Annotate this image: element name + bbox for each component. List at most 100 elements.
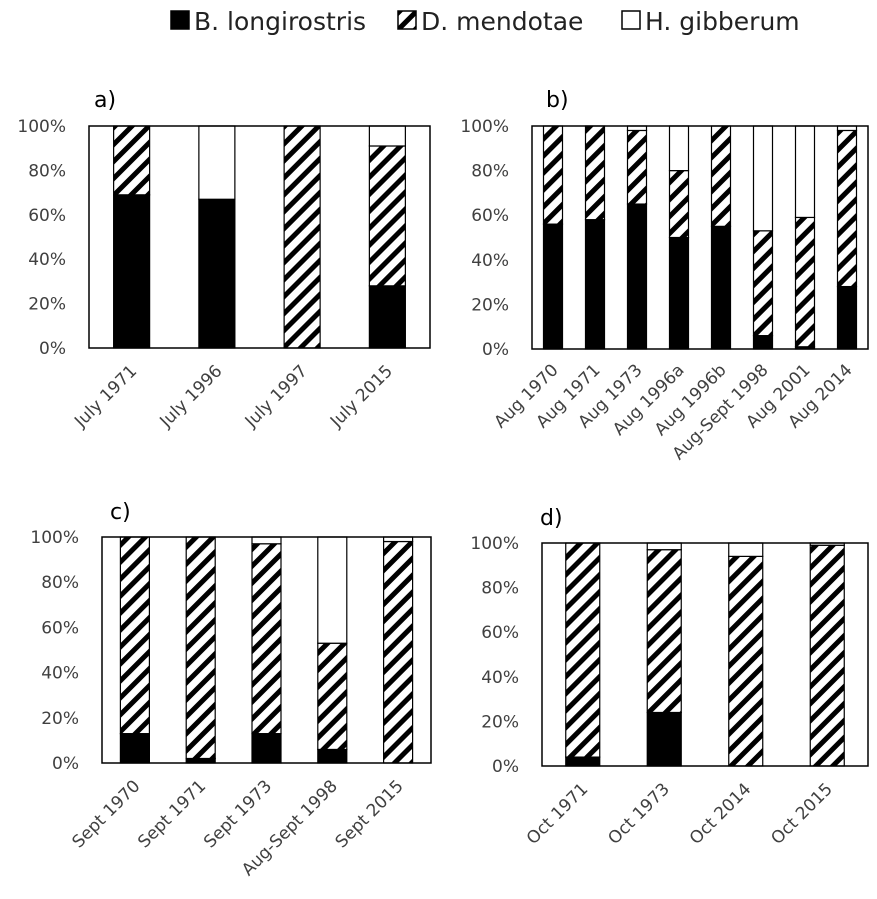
legend-item-d-mendotae: D. mendotae (397, 7, 583, 36)
y-tick-label: 0% (52, 754, 79, 774)
bar-segment-h-gibberum (752, 125, 774, 232)
legend-label: D. mendotae (421, 7, 583, 36)
x-tick-label: Oct 2015 (767, 779, 836, 848)
bar-segment-d-mendotae (584, 125, 606, 221)
legend: B. longirostris D. mendotae H. gibberum (170, 7, 800, 36)
y-tick-label: 60% (471, 206, 509, 226)
y-tick-label: 100% (17, 117, 66, 137)
bar-segment-b-longirostris (626, 203, 648, 350)
plot-frame (531, 125, 869, 350)
panel-label: a) (94, 88, 116, 113)
legend-swatch-solid (170, 10, 190, 30)
bar-segment-d-mendotae (728, 555, 764, 767)
bar-segment-h-gibberum (728, 542, 764, 557)
bar-segment-d-mendotae (646, 549, 682, 714)
panel-label: b) (546, 88, 569, 113)
bar-segment-d-mendotae (383, 540, 414, 764)
y-tick-label: 40% (41, 664, 79, 684)
bar-segment-h-gibberum (646, 542, 682, 551)
legend-label: H. gibberum (645, 7, 800, 36)
plot-frame (101, 536, 432, 764)
bar-segment-h-gibberum (794, 125, 816, 219)
bar-segment-d-mendotae (668, 170, 690, 239)
y-tick-label: 0% (482, 340, 509, 360)
bar-segment-b-longirostris (251, 733, 282, 764)
y-tick-label: 20% (481, 712, 519, 732)
bar-segment-b-longirostris (836, 285, 858, 350)
bar-segment-b-longirostris (565, 756, 601, 767)
y-tick-label: 100% (30, 528, 79, 548)
bar-segment-h-gibberum (198, 125, 236, 200)
bar-segment-d-mendotae (626, 129, 648, 205)
bar-segment-b-longirostris (542, 223, 564, 350)
x-tick-label: Oct 1971 (523, 779, 592, 848)
bar-segment-d-mendotae (368, 145, 406, 287)
y-tick-label: 60% (28, 206, 66, 226)
y-tick-label: 80% (28, 161, 66, 181)
plot-frame (88, 125, 431, 349)
bar-segment-d-mendotae (251, 543, 282, 735)
legend-swatch-hatched (397, 10, 417, 30)
bar-segment-d-mendotae (836, 129, 858, 288)
bar-segment-h-gibberum (251, 536, 282, 545)
bar-segment-b-longirostris (710, 225, 732, 350)
legend-label: B. longirostris (194, 7, 366, 36)
bar-segment-b-longirostris (198, 198, 236, 349)
y-tick-label: 20% (471, 295, 509, 315)
bar-segment-d-mendotae (119, 536, 151, 735)
y-tick-label: 80% (41, 573, 79, 593)
x-tick-label: July 1971 (70, 361, 141, 432)
bar-segment-b-longirostris (368, 285, 406, 349)
legend-item-h-gibberum: H. gibberum (621, 7, 800, 36)
y-tick-label: 40% (471, 251, 509, 271)
bar-segment-d-mendotae (565, 542, 601, 758)
bar-segment-d-mendotae (317, 642, 348, 751)
x-tick-label: July 2015 (326, 361, 397, 432)
bar-segment-b-longirostris (752, 335, 774, 350)
bar-segment-b-longirostris (584, 219, 606, 350)
panel-label: c) (110, 500, 131, 525)
panel-a: a)0%20%40%60%80%100%July 1971 July 1996 Ju… (17, 88, 431, 432)
y-tick-label: 40% (481, 668, 519, 688)
legend-swatch-empty (621, 10, 641, 30)
bar-segment-h-gibberum (368, 125, 406, 147)
bar-segment-b-longirostris (646, 711, 682, 767)
y-tick-label: 100% (470, 534, 519, 554)
y-tick-label: 60% (41, 618, 79, 638)
x-tick-label: July 1997 (241, 361, 312, 432)
x-tick-label: Oct 1973 (604, 779, 673, 848)
x-tick-label: July 1996 (156, 361, 227, 432)
y-tick-label: 80% (471, 162, 509, 182)
bar-segment-d-mendotae (794, 216, 816, 348)
x-tick-label: Sept 2015 (332, 776, 408, 852)
y-tick-label: 100% (460, 117, 509, 137)
y-tick-label: 80% (481, 579, 519, 599)
bar-segment-d-mendotae (809, 544, 845, 767)
panel-d: d)0%20%40%60%80%100%Oct 1971 Oct 1973 Oct … (470, 506, 869, 849)
plot-frame (541, 542, 869, 767)
bar-segment-b-longirostris (119, 733, 151, 764)
y-tick-label: 0% (492, 757, 519, 777)
bar-segment-b-longirostris (668, 236, 690, 350)
legend-item-b-longirostris: B. longirostris (170, 7, 366, 36)
y-tick-label: 20% (28, 295, 66, 315)
bar-segment-b-longirostris (317, 748, 348, 764)
bar-segment-h-gibberum (317, 536, 348, 644)
bar-segment-d-mendotae (113, 125, 151, 196)
x-tick-label: Oct 2014 (686, 779, 755, 848)
bar-segment-b-longirostris (113, 194, 151, 349)
bar-segment-d-mendotae (710, 125, 732, 227)
bar-segment-d-mendotae (542, 125, 564, 225)
y-tick-label: 40% (28, 250, 66, 270)
y-tick-label: 20% (41, 709, 79, 729)
panel-label: d) (540, 506, 563, 531)
bar-segment-d-mendotae (283, 125, 321, 349)
bar-segment-d-mendotae (752, 230, 774, 337)
bar-segment-h-gibberum (668, 125, 690, 172)
bar-segment-d-mendotae (185, 536, 216, 760)
x-tick-label: Sept 1970 (69, 776, 145, 852)
x-tick-label: Sept 1971 (134, 776, 210, 852)
